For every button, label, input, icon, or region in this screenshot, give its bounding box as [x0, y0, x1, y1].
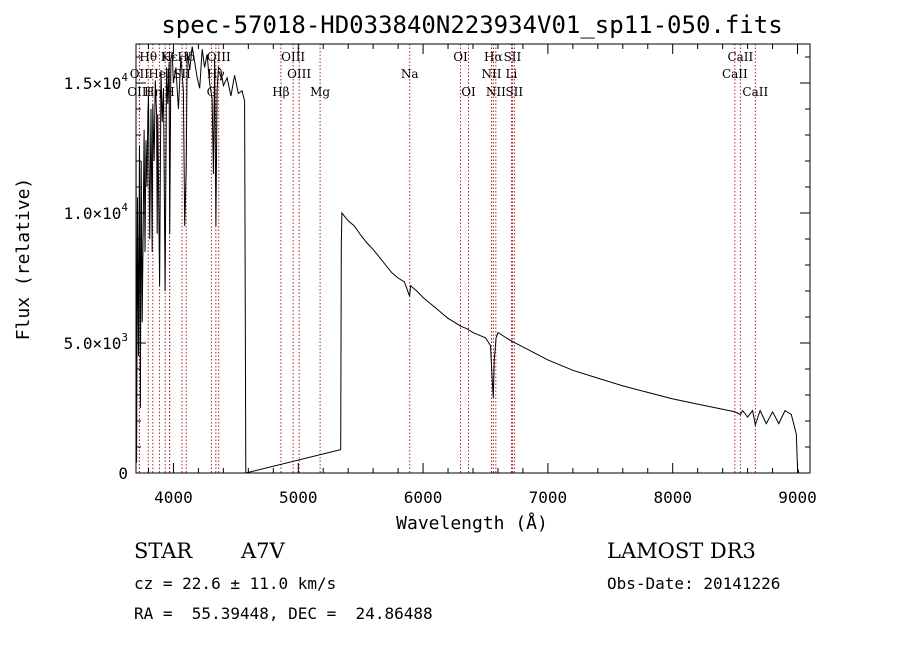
marker-label-18: OI [453, 50, 468, 64]
coordinates: RA = 55.39448, DEC = 24.86488 [134, 604, 433, 623]
redshift-velocity: cz = 22.6 ± 11.0 km/s [134, 574, 337, 593]
x-tick-label-3: 7000 [529, 488, 568, 507]
marker-label-3: K [161, 50, 171, 64]
marker-label-1: OII [130, 67, 150, 81]
marker-label-21: SII [504, 50, 522, 64]
spectrum-line [135, 46, 800, 474]
marker-label-2: OIII [127, 85, 151, 99]
marker-label-12: Hδ [177, 50, 195, 64]
object-class: STAR [134, 539, 193, 563]
marker-label-25: SII [505, 85, 523, 99]
x-tick-label-1: 5000 [279, 488, 318, 507]
marker-label-10: Hγ [207, 67, 225, 81]
x-tick-label-4: 8000 [653, 488, 692, 507]
marker-label-23: Li [506, 67, 518, 81]
marker-label-13: OIII [281, 50, 305, 64]
marker-label-6: Hε [161, 50, 178, 64]
marker-label-9: OIII [207, 50, 231, 64]
marker-label-0: Hθ [139, 50, 157, 64]
marker-label-14: OIII [287, 67, 311, 81]
chart-title: spec-57018-HD033840N223934V01_sp11-050.f… [161, 11, 782, 39]
y-axis-label: Flux (relative) [13, 178, 34, 341]
marker-label-22: NII [481, 67, 501, 81]
marker-label-19: OI [461, 85, 476, 99]
y-tick-labels: 0 5.0×103 1.0×104 1.5×104 [64, 71, 129, 483]
x-tick-label-0: 4000 [154, 488, 193, 507]
axis-ticks [136, 44, 810, 474]
y-tick-label-1: 5.0×103 [64, 331, 128, 353]
marker-label-28: CaII [742, 85, 768, 99]
marker-label-20: Hα [484, 50, 503, 64]
x-tick-labels: 4000 5000 6000 7000 8000 9000 [154, 488, 817, 507]
marker-label-17: Na [401, 67, 419, 81]
marker-label-5: Hη [144, 85, 162, 99]
x-tick-label-5: 9000 [778, 488, 817, 507]
x-axis-label: Wavelength (Å) [396, 512, 548, 534]
marker-label-24: NII [486, 85, 506, 99]
observation-date: Obs-Date: 20141226 [607, 574, 781, 593]
spectral-subclass: A7V [241, 539, 285, 563]
y-tick-label-2: 1.0×104 [64, 201, 129, 223]
y-tick-label-0: 0 [118, 464, 128, 483]
x-tick-label-2: 6000 [404, 488, 443, 507]
line-markers [138, 44, 756, 473]
marker-label-27: CaII [722, 67, 748, 81]
marker-label-4: HeI [148, 67, 171, 81]
marker-label-26: CaII [727, 50, 753, 64]
marker-label-15: Hβ [272, 85, 289, 99]
marker-label-16: Mg [310, 85, 330, 99]
y-tick-label-3: 1.5×104 [64, 71, 129, 93]
plot-frame [135, 43, 811, 474]
survey-name: LAMOST DR3 [607, 539, 756, 563]
